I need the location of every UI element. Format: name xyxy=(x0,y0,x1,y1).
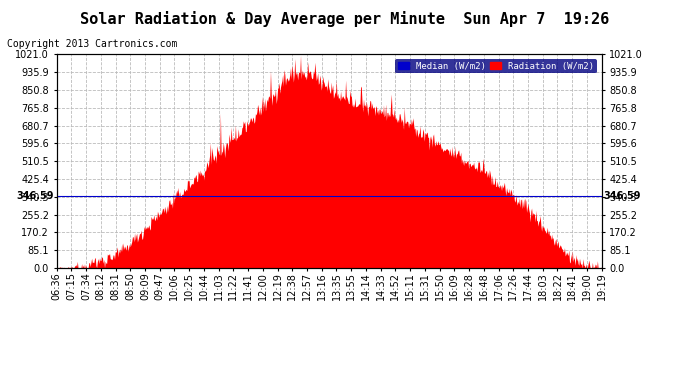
Text: 346.59: 346.59 xyxy=(604,190,641,201)
Text: Solar Radiation & Day Average per Minute  Sun Apr 7  19:26: Solar Radiation & Day Average per Minute… xyxy=(80,11,610,27)
Text: 346.59: 346.59 xyxy=(17,190,54,201)
Text: Copyright 2013 Cartronics.com: Copyright 2013 Cartronics.com xyxy=(7,39,177,50)
Legend: Median (W/m2), Radiation (W/m2): Median (W/m2), Radiation (W/m2) xyxy=(395,59,597,73)
